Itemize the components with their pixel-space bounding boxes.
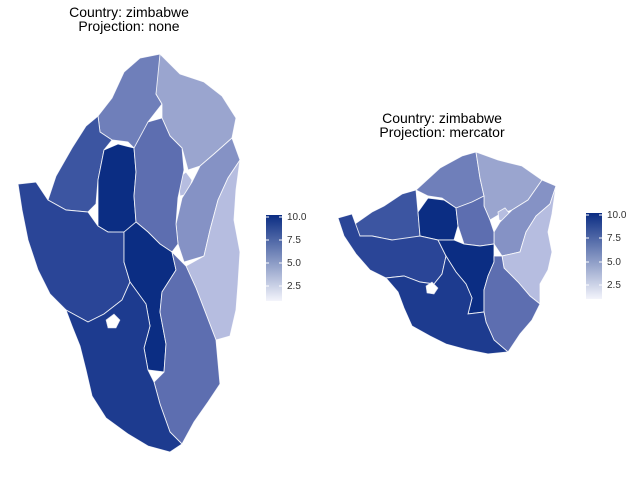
legend-right: 10.0 7.5 5.0 2.5 bbox=[586, 210, 627, 299]
legend-tick-label: 10.0 bbox=[607, 210, 627, 221]
legend-tick-label: 5.0 bbox=[607, 257, 621, 268]
legend-colorbar bbox=[586, 213, 602, 299]
map-panel-mercator: Country: zimbabwe Projection: mercator bbox=[337, 110, 557, 355]
region-north-west bbox=[351, 189, 421, 241]
legend-tick-label: 2.5 bbox=[607, 280, 621, 291]
legend-tick-label: 7.5 bbox=[287, 235, 301, 246]
panel-title-country: Country: zimbabwe bbox=[382, 110, 502, 126]
region-south bbox=[385, 254, 510, 355]
map-regions bbox=[337, 151, 557, 355]
legend-tick-label: 2.5 bbox=[287, 281, 301, 292]
region-south-east bbox=[483, 255, 541, 353]
map-regions bbox=[17, 53, 241, 453]
legend-tick-label: 5.0 bbox=[287, 258, 301, 269]
panel-title-projection: Projection: none bbox=[78, 18, 179, 34]
map-panel-unprojected: Country: zimbabwe Projection: none bbox=[17, 4, 241, 453]
legend-colorbar bbox=[266, 215, 282, 301]
region-central-column bbox=[133, 117, 185, 253]
legend-ticks bbox=[586, 214, 602, 286]
region-south bbox=[65, 281, 183, 453]
city-enclave bbox=[425, 281, 439, 295]
legend-tick-label: 7.5 bbox=[607, 233, 621, 244]
region-north-central bbox=[415, 151, 485, 209]
city-enclave bbox=[105, 313, 121, 329]
panel-title-country: Country: zimbabwe bbox=[69, 4, 189, 20]
region-central-column bbox=[455, 195, 495, 247]
legend-left: 10.0 7.5 5.0 2.5 bbox=[266, 212, 307, 301]
region-midlands-north bbox=[97, 143, 137, 235]
legend-tick-label: 10.0 bbox=[287, 212, 307, 223]
legend-ticks bbox=[266, 216, 282, 287]
panel-title-projection: Projection: mercator bbox=[379, 124, 505, 140]
